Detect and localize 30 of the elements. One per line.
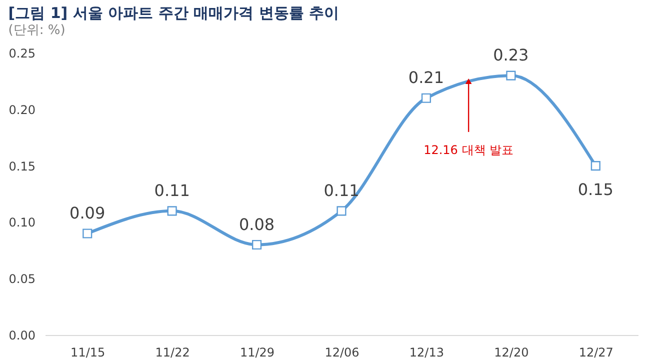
chart-subtitle: (단위: %) xyxy=(8,23,66,38)
point xyxy=(82,228,92,238)
x-tick-label: 11/29 xyxy=(240,346,275,360)
data-label: 0.15 xyxy=(578,180,614,199)
point xyxy=(336,206,346,216)
point xyxy=(421,93,431,103)
x-tick-label: 12/27 xyxy=(578,346,614,360)
y-tick-label: 0.20 xyxy=(8,102,36,117)
y-tick-label: 0.15 xyxy=(8,159,36,174)
y-tick-label: 0.25 xyxy=(8,46,36,60)
y-tick-label: 0.10 xyxy=(8,216,36,230)
x-tick-label: 12/20 xyxy=(494,346,529,360)
x-tick-label: 11/22 xyxy=(155,346,190,360)
data-label: 0.21 xyxy=(408,68,444,88)
x-tick-label: 12/13 xyxy=(409,346,444,360)
data-label: 0.09 xyxy=(70,203,106,222)
y-tick-label: 0.05 xyxy=(8,272,36,286)
point xyxy=(252,240,262,250)
x-tick-label: 11/15 xyxy=(70,346,106,360)
chart-title: [그림 1] 서울 아파트 주간 매매가격 변동률 추이 xyxy=(8,4,339,22)
annotation: 12.16 대책 발표 xyxy=(424,143,514,158)
x-tick-label: 12/06 xyxy=(324,346,360,360)
data-label: 0.23 xyxy=(493,46,529,65)
data-label: 0.11 xyxy=(324,180,360,200)
data-label: 0.11 xyxy=(154,180,190,200)
point xyxy=(590,161,600,171)
point xyxy=(167,206,177,216)
y-tick-label: 0.00 xyxy=(8,328,36,342)
data-label: 0.08 xyxy=(238,214,275,234)
point xyxy=(506,70,516,80)
